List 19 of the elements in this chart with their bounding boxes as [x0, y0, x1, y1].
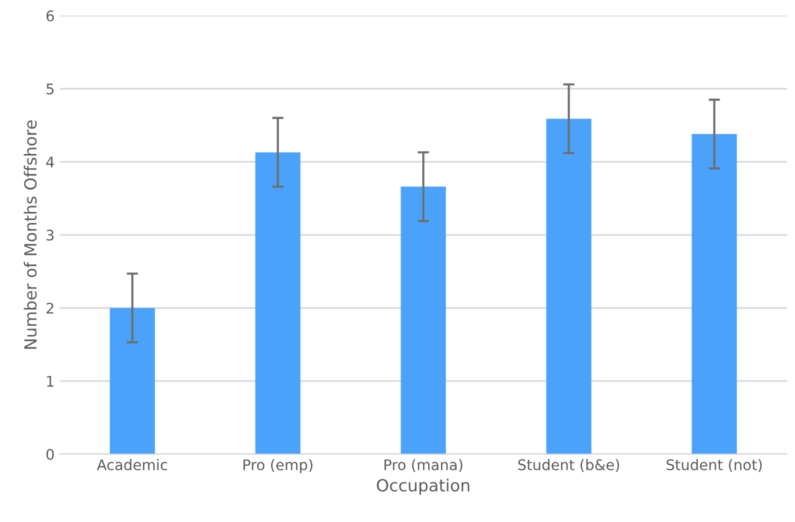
- bar: [400, 186, 446, 454]
- y-tick-label: 1: [47, 376, 54, 387]
- x-tick-label: Student (b&e): [518, 459, 620, 472]
- x-tick-label: Student (not): [666, 459, 762, 472]
- x-tick-label: Pro (mana): [384, 459, 462, 472]
- bar: [546, 118, 592, 454]
- y-tick-label: 4: [46, 156, 54, 168]
- bar: [255, 152, 300, 454]
- x-tick-label: Academic: [96, 459, 168, 470]
- y-tick-label: 5: [46, 84, 54, 94]
- y-tick-label: 2: [46, 302, 54, 314]
- y-tick-label: 6: [46, 10, 54, 22]
- bar: [110, 308, 155, 454]
- x-tick-label: Pro (emp): [243, 459, 312, 474]
- bar: [692, 134, 737, 454]
- y-axis-title: Number of Months Offshore: [24, 120, 37, 349]
- y-tick-label: 3: [46, 230, 54, 241]
- y-tick-label: 0: [46, 448, 54, 460]
- x-axis-title: Occupation: [376, 478, 470, 495]
